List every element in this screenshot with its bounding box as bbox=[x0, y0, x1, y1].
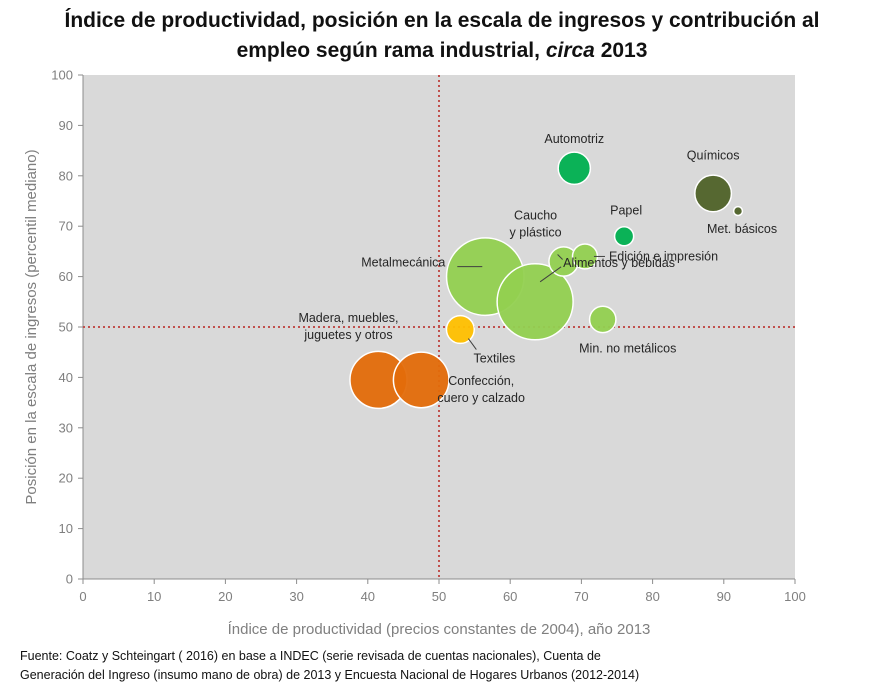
y-tick-label: 20 bbox=[59, 471, 73, 486]
data-label: Confección, cuero y calzado bbox=[437, 374, 525, 405]
x-tick-label: 50 bbox=[432, 589, 446, 604]
y-tick-label: 70 bbox=[59, 219, 73, 234]
chart-title: Índice de productividad, posición en la … bbox=[0, 6, 884, 66]
label-leader-line bbox=[557, 254, 563, 260]
data-label: Metalmecánica bbox=[361, 256, 445, 270]
data-label: Edición e impresión bbox=[609, 249, 718, 263]
bubble-chart: 0 10 20 30 40 50 60 70 80 90 100 0 10 20 30 40 50 60 70 80 9… bbox=[23, 68, 806, 639]
y-tick-label: 0 bbox=[66, 572, 73, 587]
y-tick-label: 50 bbox=[59, 320, 73, 335]
chart-title-line-2: empleo según rama industrial, circa 2013 bbox=[0, 36, 884, 66]
chart-title-line-2-prefix: empleo según rama industrial, bbox=[236, 39, 546, 62]
x-axis-title: Índice de productividad (precios constan… bbox=[228, 621, 651, 638]
data-label: Textiles bbox=[474, 352, 516, 366]
data-label: Met. básicos bbox=[707, 222, 777, 236]
bubble-point bbox=[557, 151, 592, 186]
y-tick-label: 10 bbox=[59, 521, 73, 536]
data-label: Automotriz bbox=[544, 132, 604, 146]
x-tick-label: 70 bbox=[574, 589, 588, 604]
chart-title-line-1: Índice de productividad, posición en la … bbox=[64, 9, 820, 32]
label-leader-line bbox=[467, 338, 477, 350]
y-axis-title: Posición en la escala de ingresos (perce… bbox=[23, 149, 40, 504]
y-tick-label: 40 bbox=[59, 370, 73, 385]
x-tick-label: 30 bbox=[289, 589, 303, 604]
data-label: Papel bbox=[610, 203, 642, 217]
source-line-1: Fuente: Coatz y Schteingart ( 2016) en b… bbox=[20, 649, 601, 663]
x-tick-label: 20 bbox=[218, 589, 232, 604]
data-label: Caucho y plástico bbox=[510, 208, 562, 239]
x-tick-label: 0 bbox=[79, 589, 86, 604]
bubble-point bbox=[588, 305, 617, 334]
data-label: Madera, muebles, juguetes y otros bbox=[298, 311, 398, 342]
bubble-point bbox=[694, 174, 733, 213]
y-tick-label: 100 bbox=[51, 68, 73, 83]
x-tick-label: 100 bbox=[784, 589, 806, 604]
y-tick-label: 80 bbox=[59, 168, 73, 183]
label-leader-line bbox=[539, 266, 562, 283]
bubble-point bbox=[732, 205, 744, 217]
data-label: Químicos bbox=[687, 148, 740, 162]
x-tick-label: 40 bbox=[361, 589, 375, 604]
data-label: Min. no metálicos bbox=[579, 341, 676, 355]
y-tick-label: 30 bbox=[59, 420, 73, 435]
x-tick-label: 80 bbox=[645, 589, 659, 604]
x-tick-label: 60 bbox=[503, 589, 517, 604]
bubble-point bbox=[613, 226, 635, 247]
y-tick-label: 60 bbox=[59, 269, 73, 284]
data-label: Alimentos y bebidas bbox=[563, 256, 675, 270]
source-line-2: Generación del Ingreso (insumo mano de o… bbox=[20, 668, 640, 682]
bubble-point bbox=[392, 351, 450, 409]
chart-title-italic-word: circa bbox=[545, 39, 595, 62]
x-tick-label: 90 bbox=[717, 589, 731, 604]
source-note: Fuente: Coatz y Schteingart ( 2016) en b… bbox=[20, 647, 850, 685]
x-tick-label: 10 bbox=[147, 589, 161, 604]
y-tick-label: 90 bbox=[59, 118, 73, 133]
bubble-point bbox=[445, 314, 476, 345]
bubble-point bbox=[496, 263, 574, 341]
chart-title-line-2-suffix: 2013 bbox=[594, 39, 648, 62]
